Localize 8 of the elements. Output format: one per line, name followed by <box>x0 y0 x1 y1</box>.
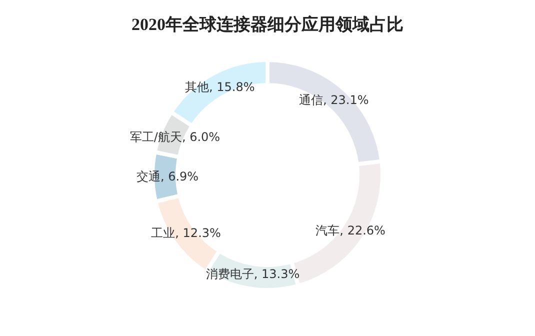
slice-label: 军工/航天, 6.0% <box>130 130 220 144</box>
chart-title: 2020年全球连接器细分应用领域占比 <box>132 15 404 34</box>
slice-label: 交通, 6.9% <box>136 170 199 184</box>
slice-label: 汽车, 22.6% <box>316 224 386 238</box>
slice-label: 其他, 15.8% <box>185 80 255 94</box>
slice-label: 消费电子, 13.3% <box>206 266 300 281</box>
slice-label: 通信, 23.1% <box>298 93 369 108</box>
slice-label: 工业, 12.3% <box>151 226 221 240</box>
